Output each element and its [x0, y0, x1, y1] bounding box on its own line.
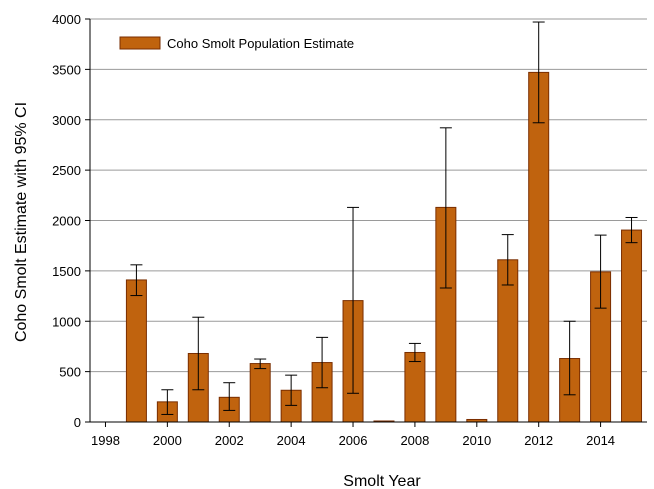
bar	[249, 363, 271, 423]
y-tick-label: 3000	[52, 113, 81, 128]
bar	[404, 351, 426, 423]
x-tick-label: 2012	[524, 433, 553, 448]
y-tick-label: 2000	[52, 214, 81, 229]
error-bar	[192, 316, 205, 391]
y-tick-label: 2500	[52, 163, 81, 178]
error-bar	[501, 234, 514, 286]
y-tick-label: 1500	[52, 264, 81, 279]
bar	[621, 229, 643, 423]
bars	[125, 71, 643, 423]
x-tick-label: 2004	[277, 433, 306, 448]
error-bar	[625, 216, 638, 244]
axes	[85, 18, 647, 427]
grid-lines	[90, 18, 647, 373]
error-bar	[532, 21, 545, 124]
bar	[125, 279, 147, 423]
bar	[528, 71, 550, 423]
y-tick-label: 3500	[52, 62, 81, 77]
legend: Coho Smolt Population Estimate	[119, 36, 354, 51]
x-tick-label: 2010	[462, 433, 491, 448]
x-tick-labels: 1998 2000 2002 2004 2006 2008 2010 2012 2014	[91, 433, 615, 448]
error-bar	[347, 206, 360, 394]
error-bar	[408, 342, 421, 363]
error-bar	[130, 264, 143, 297]
error-bar	[439, 127, 452, 289]
error-bar	[161, 389, 174, 415]
x-tick-label: 2008	[400, 433, 429, 448]
error-bar	[316, 336, 329, 389]
error-bar	[285, 374, 298, 406]
x-tick-label: 2006	[339, 433, 368, 448]
error-bars	[130, 21, 638, 415]
legend-swatch	[119, 36, 161, 50]
x-tick-label: 2002	[215, 433, 244, 448]
error-bar	[594, 234, 607, 309]
x-tick-label: 2000	[153, 433, 182, 448]
y-tick-label: 4000	[52, 12, 81, 27]
error-bar	[254, 358, 267, 370]
legend-label: Coho Smolt Population Estimate	[167, 36, 354, 51]
y-tick-label: 0	[74, 415, 81, 430]
y-tick-label: 500	[59, 365, 81, 380]
y-tick-labels: 0 500 1000 1500 2000 2500 3000 3500 4000	[52, 12, 81, 430]
error-bar	[223, 382, 236, 411]
x-axis-title: Smolt Year	[343, 473, 421, 489]
y-tick-label: 1000	[52, 314, 81, 329]
y-axis-title: Coho Smolt Estimate with 95% CI	[13, 102, 30, 342]
x-tick-label: 1998	[91, 433, 120, 448]
x-tick-label: 2014	[586, 433, 615, 448]
error-bar	[563, 320, 576, 396]
